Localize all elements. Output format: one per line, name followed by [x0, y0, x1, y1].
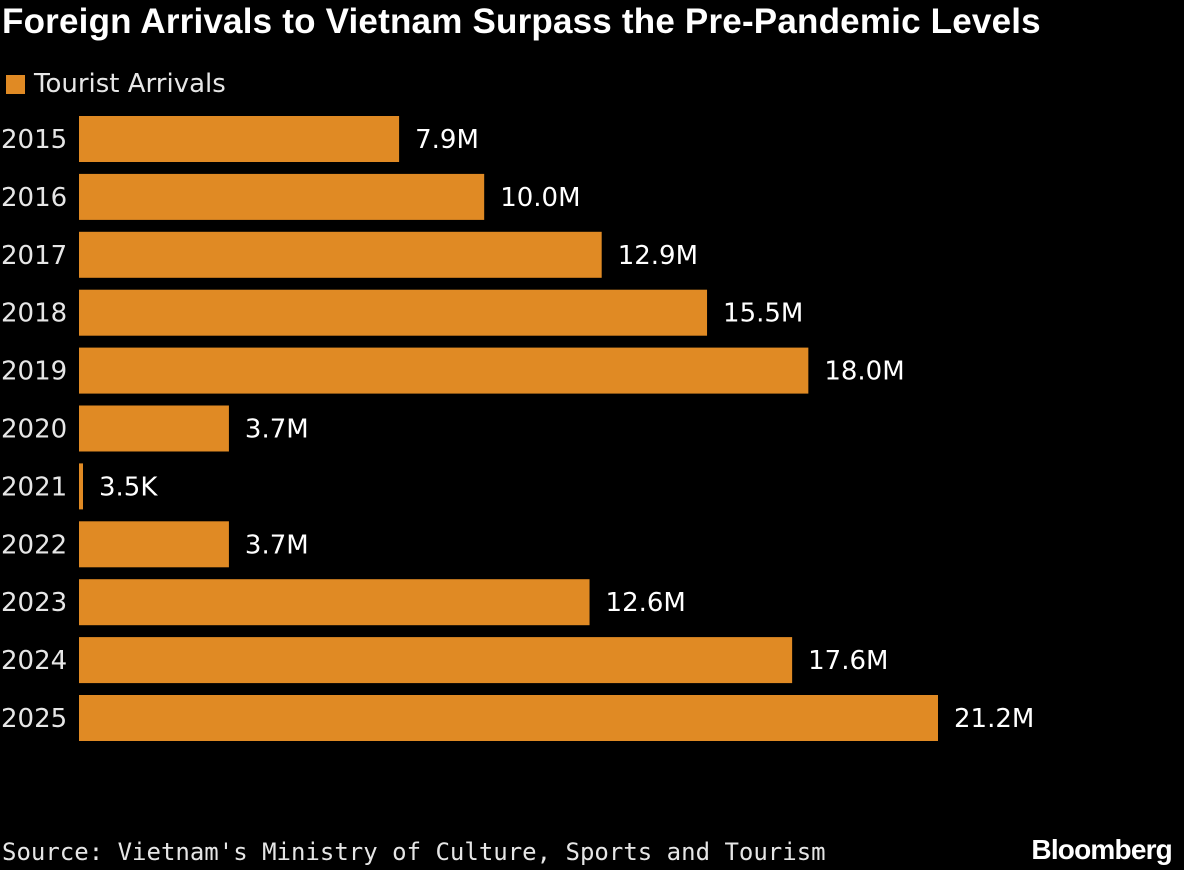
bar-2015: [79, 116, 400, 162]
source-note: Source: Vietnam's Ministry of Culture, S…: [2, 838, 826, 866]
y-tick-label-2023: 2023: [1, 588, 67, 618]
data-label-2016: 10.0M: [500, 183, 580, 213]
bar-2025: [79, 695, 938, 741]
y-tick-label-2016: 2016: [1, 183, 67, 213]
data-label-2015: 7.9M: [415, 125, 479, 155]
bar-2016: [79, 173, 485, 220]
bar-2023: [79, 579, 590, 626]
data-label-2022: 3.7M: [245, 530, 309, 560]
chart-title: Foreign Arrivals to Vietnam Surpass the …: [2, 2, 1041, 41]
bar-2021: [79, 463, 83, 510]
data-label-2020: 3.7M: [245, 415, 309, 445]
data-label-2019: 18.0M: [824, 357, 904, 387]
y-tick-label-2020: 2020: [1, 415, 67, 445]
y-tick-label-2021: 2021: [1, 472, 67, 502]
y-tick-label-2019: 2019: [1, 357, 67, 387]
y-tick-label-2024: 2024: [1, 646, 67, 676]
bloomberg-logo: Bloomberg: [1031, 834, 1172, 865]
y-tick-label-2015: 2015: [1, 125, 67, 155]
legend-swatch: [6, 74, 25, 94]
data-label-2021: 3.5K: [99, 472, 158, 502]
y-tick-label-2022: 2022: [1, 530, 67, 560]
data-label-2018: 15.5M: [723, 299, 803, 329]
y-tick-label-2017: 2017: [1, 241, 67, 271]
data-label-2025: 21.2M: [954, 704, 1034, 734]
data-label-2024: 17.6M: [808, 646, 888, 676]
bar-2018: [79, 289, 708, 336]
legend-label: Tourist Arrivals: [34, 69, 226, 99]
bar-2017: [79, 231, 602, 278]
bar-2024: [79, 637, 793, 684]
bar-2019: [79, 347, 809, 394]
bar-2022: [79, 521, 229, 568]
bar-chart: 2015 7.9M 2016 10.0M 2017 12.9M 2018 15.5M 2019 1…: [1, 116, 1034, 741]
data-label-2023: 12.6M: [606, 588, 686, 618]
y-tick-label-2025: 2025: [1, 704, 67, 734]
bar-2020: [79, 405, 229, 452]
data-label-2017: 12.9M: [618, 241, 698, 271]
y-tick-label-2018: 2018: [1, 299, 67, 329]
legend: Tourist Arrivals: [6, 66, 226, 102]
